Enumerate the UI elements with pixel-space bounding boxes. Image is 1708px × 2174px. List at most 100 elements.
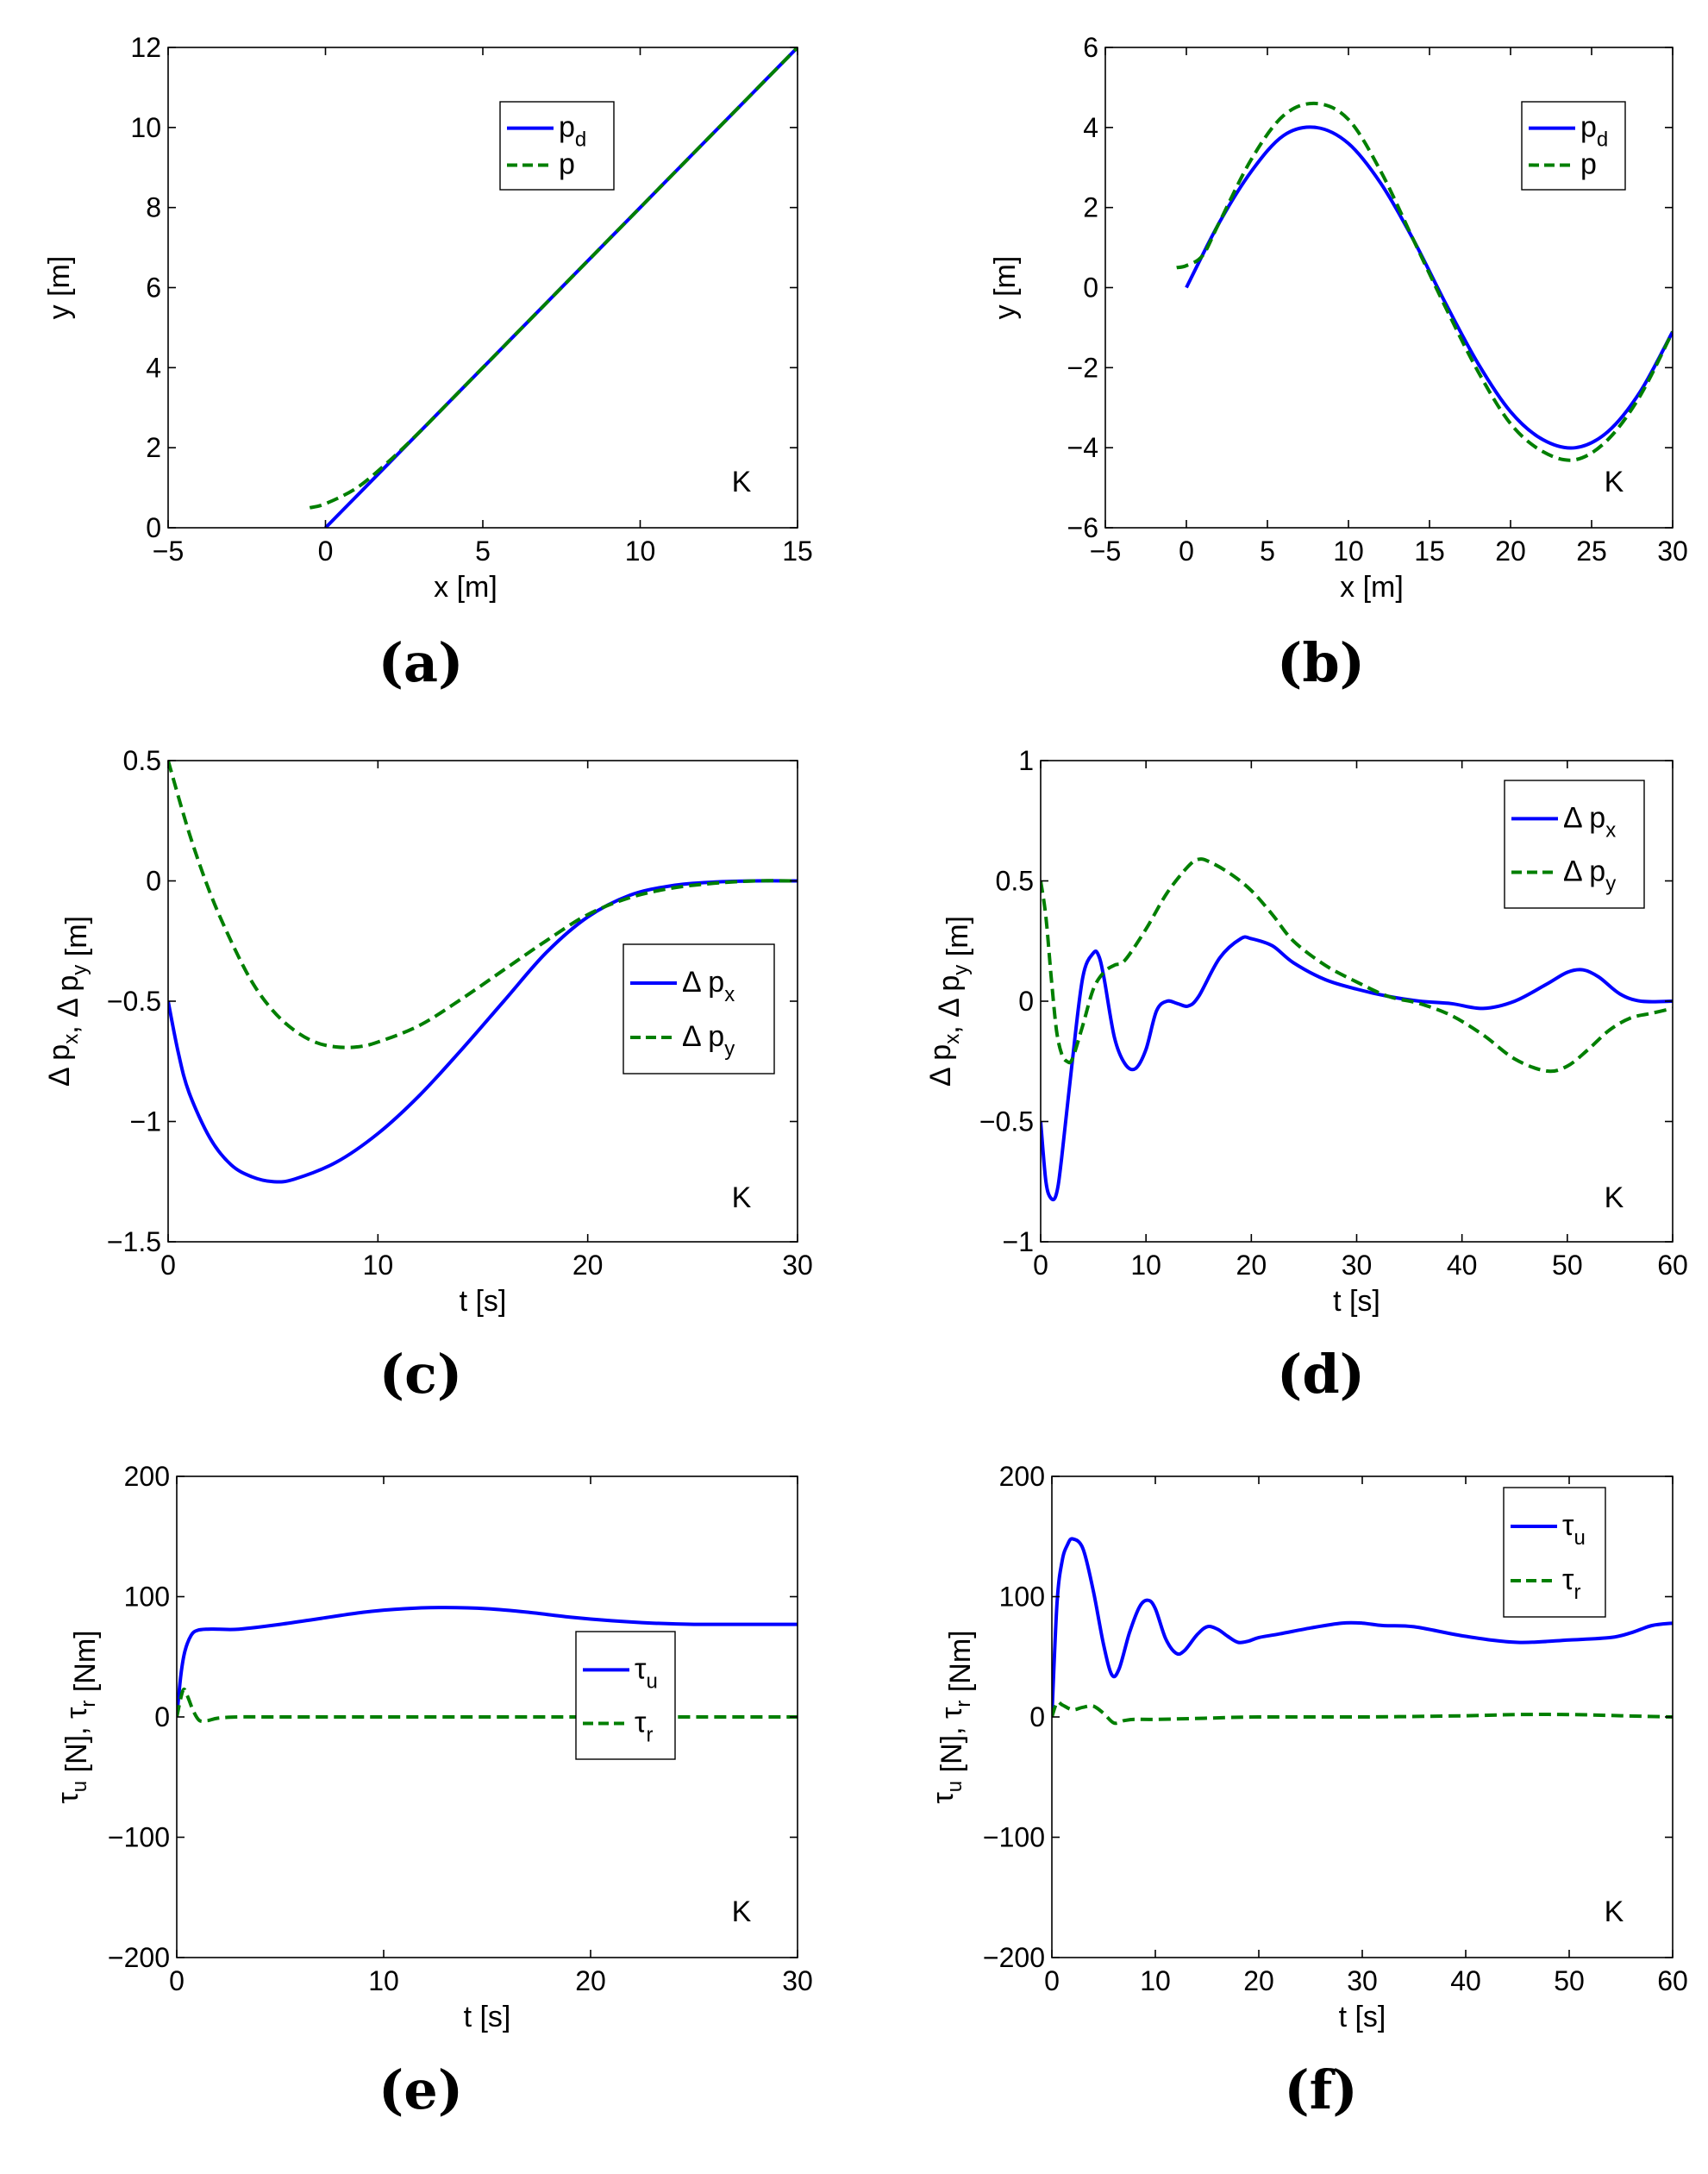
y-tick-label: 0 [1018,986,1034,1017]
corner-annotation: K [732,1895,752,1928]
chart-d: 0 10 20 30 40 50 60 −1 −0.5 0 0.5 1 t [s] Δ px, Δ py … [924,745,1688,1406]
x-tick-label: 0 [1033,1250,1048,1281]
x-axis-label: t [s] [1339,2001,1386,2033]
legend-entry-label: Δ py [682,1020,735,1061]
panel-caption: (d) [1277,1343,1365,1406]
x-tick-label: 20 [1243,1965,1274,1996]
series-line-solid [177,1606,798,1718]
x-tick-label: 10 [1140,1965,1171,1996]
y-tick-label: −100 [108,1822,170,1853]
x-tick-label: 15 [1414,536,1445,567]
legend-entry-label: τu [635,1652,658,1693]
y-tick-label: 0 [1083,273,1098,304]
x-tick-label: 20 [1495,536,1526,567]
x-tick-label: 40 [1447,1250,1478,1281]
y-tick-label: −0.5 [107,986,161,1017]
legend-box [1503,1487,1606,1618]
legend-box [1521,101,1626,191]
x-tick-label: 0 [160,1250,176,1281]
x-tick-label: 50 [1554,1965,1585,1996]
y-tick-label: −0.5 [979,1106,1034,1137]
y-tick-label: 0 [1029,1701,1045,1732]
x-axis-label: t [s] [464,2001,511,2033]
x-tick-label: 30 [1657,536,1688,567]
legend: pdp [1521,101,1626,191]
x-tick-label: 10 [363,1250,394,1281]
legend-box [1504,780,1645,909]
y-tick-label: 1 [1018,745,1034,776]
y-tick-label: 200 [999,1461,1045,1492]
legend-entry-label: τr [1562,1563,1580,1604]
y-tick-label: 6 [1083,32,1098,63]
x-tick-label: 0 [1179,536,1194,567]
x-tick-label: 10 [625,536,656,567]
legend-entry-label: p [1580,147,1597,180]
series-line-dashed [309,47,798,510]
y-tick-label: 100 [999,1582,1045,1613]
y-tick-label: 200 [124,1461,170,1492]
x-tick-label: 10 [1333,536,1364,567]
legend-box [499,101,615,191]
legend-box [623,943,775,1074]
chart-c: 0 10 20 30 −1.5 −1 −0.5 0 0.5 t [s] Δ px, Δ py [m]… [43,745,813,1406]
x-tick-label: 60 [1657,1965,1688,1996]
y-axis-label: y [m] [43,256,76,320]
x-tick-label: 20 [1236,1250,1267,1281]
x-tick-label: 5 [475,536,491,567]
y-tick-label: −100 [983,1822,1045,1853]
y-axis-label: y [m] [989,256,1022,320]
x-tick-label: −5 [153,536,184,567]
legend: pdp [499,101,615,191]
legend-entry-label: pd [559,111,586,152]
y-tick-label: −1 [1003,1226,1034,1257]
corner-annotation: K [732,1181,752,1214]
corner-annotation: K [732,466,752,498]
y-axis-label: Δ px, Δ py [m] [43,916,93,1087]
panel-caption: (f) [1284,2058,1357,2121]
y-tick-label: 4 [146,352,161,383]
x-tick-label: 60 [1657,1250,1688,1281]
legend: Δ px Δ py [623,943,775,1074]
x-tick-label: 10 [1130,1250,1161,1281]
x-axis-label: x [m] [434,571,497,604]
x-tick-label: 30 [782,1965,813,1996]
series-line-solid [1185,125,1673,450]
x-tick-label: 50 [1552,1250,1583,1281]
series-line-solid [1041,935,1673,1202]
panel-caption: (a) [379,631,464,694]
series-line-dashed [1176,101,1673,462]
legend-entry-label: τu [1562,1509,1586,1550]
legend-entry-label: Δ px [682,966,735,1006]
y-tick-label: 2 [146,432,161,463]
corner-annotation: K [1605,466,1624,498]
chart-e: 0 10 20 30 −200 −100 0 100 200 t [s] τu [N], τr [N… [52,1461,813,2121]
legend-entry-label: τr [635,1707,653,1747]
legend: Δ px Δ py [1504,780,1645,909]
y-tick-label: −200 [108,1942,170,1973]
panel-caption: (e) [379,2058,463,2121]
x-tick-label: 30 [1342,1250,1373,1281]
y-tick-label: 8 [146,192,161,223]
x-tick-label: 30 [1347,1965,1378,1996]
corner-annotation: K [1605,1181,1624,1214]
chart-f: 0 10 20 30 40 50 60 −200 −100 0 100 200 t [s] τu [N],… [927,1461,1688,2121]
series-line-solid [1052,1537,1673,1718]
legend: τu τr [575,1631,676,1760]
x-axis-label: t [s] [1333,1285,1380,1318]
legend: τu τr [1503,1487,1606,1618]
y-tick-label: 6 [146,273,161,304]
x-tick-label: 20 [572,1250,604,1281]
legend-entry-label: p [559,147,575,180]
series-line-solid [324,47,798,528]
y-tick-label: 0 [154,1701,170,1732]
y-tick-label: −200 [983,1942,1045,1973]
x-axis-label: x [m] [1340,571,1404,604]
y-tick-label: 2 [1083,192,1098,223]
y-tick-label: 0.5 [123,745,161,776]
legend-box [575,1631,676,1760]
y-tick-label: 0 [146,866,161,897]
x-tick-label: 30 [782,1250,813,1281]
y-tick-label: −6 [1067,512,1098,543]
panel-caption: (c) [379,1343,462,1406]
